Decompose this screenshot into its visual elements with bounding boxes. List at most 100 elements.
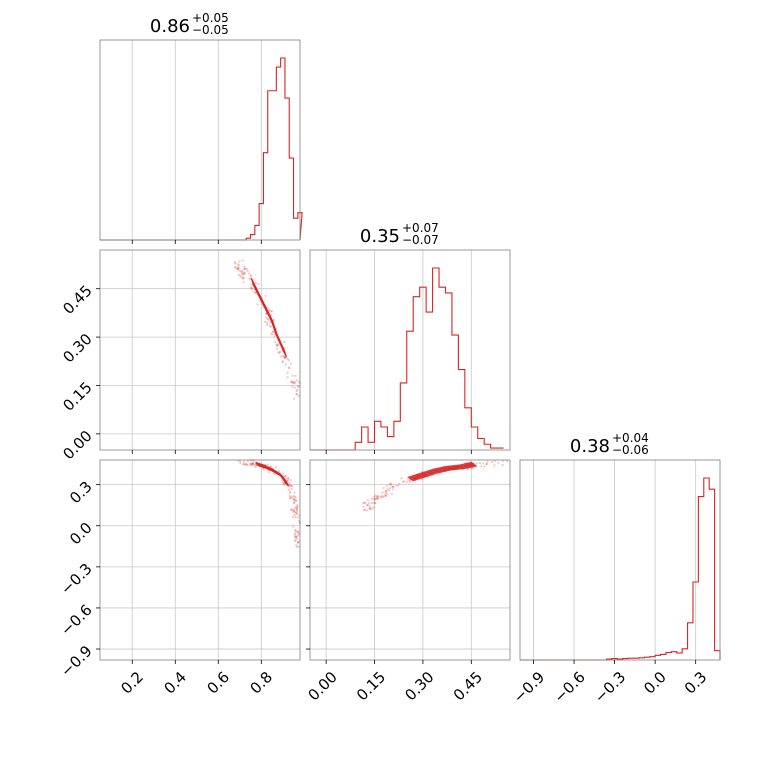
scatter-point	[246, 269, 249, 273]
scatter-point	[384, 494, 388, 497]
scatter-point	[249, 286, 253, 289]
scatter-point	[293, 491, 296, 494]
scatter-point	[286, 478, 290, 482]
y-tick-label: 0.30	[59, 330, 95, 366]
scatter-point	[241, 269, 244, 273]
scatter-point	[374, 497, 377, 501]
scatter-point	[283, 356, 286, 359]
scatter-point	[408, 481, 412, 484]
panel-frame	[99, 249, 301, 451]
scatter-point	[290, 487, 293, 490]
scatter-point	[242, 280, 245, 284]
scatter-point	[290, 385, 294, 388]
scatter-point	[367, 502, 371, 505]
x-tick-label: −0.6	[550, 668, 588, 706]
scatter-point	[374, 497, 377, 500]
scatter-point	[391, 485, 394, 488]
scatter-point	[287, 366, 290, 369]
scatter-point	[277, 351, 280, 354]
scatter-point	[297, 531, 300, 534]
scatter-point	[293, 498, 296, 501]
scatter-point	[296, 540, 299, 544]
scatter-point	[236, 266, 240, 269]
scatter-point	[292, 525, 295, 528]
scatter-point	[506, 460, 509, 463]
scatter-point	[291, 497, 294, 500]
scatter-point	[295, 537, 298, 540]
scatter-point	[249, 273, 253, 277]
scatter-point	[297, 519, 301, 523]
scatter-point	[480, 465, 483, 468]
scatter-point	[296, 505, 299, 508]
scatter-point	[276, 344, 280, 347]
scatter-point	[295, 530, 298, 533]
scatter-point	[478, 461, 482, 465]
scatter-point	[391, 487, 394, 491]
scatter-point	[242, 460, 246, 464]
scatter-point	[296, 541, 300, 544]
scatter-point	[297, 380, 300, 383]
scatter-point	[493, 460, 496, 463]
scatter-point	[297, 384, 300, 388]
title-median-1: 0.35	[360, 226, 400, 247]
scatter-point	[400, 477, 403, 480]
scatter-point	[384, 489, 387, 493]
x-tick-label: 0.00	[305, 668, 341, 704]
scatter-point	[281, 360, 284, 363]
scatter-point	[294, 511, 298, 514]
scatter-point	[382, 486, 385, 490]
scatter-point	[249, 464, 252, 467]
scatter-point	[481, 462, 485, 465]
scatter-point	[244, 267, 247, 271]
y-tick-label: 0.15	[59, 378, 95, 414]
scatter-point	[292, 382, 295, 385]
scatter-point	[294, 506, 297, 509]
scatter-point	[239, 270, 242, 273]
scatter-point	[295, 379, 298, 382]
scatter-point	[485, 463, 488, 466]
scatter-point	[501, 463, 504, 466]
x-tick-label: 0.30	[401, 668, 437, 704]
scatter-point	[295, 507, 298, 510]
x-tick-label: 0.6	[203, 668, 233, 698]
panel-frame	[99, 39, 301, 241]
scatter-point	[293, 495, 296, 498]
contour-line	[258, 465, 290, 487]
scatter-point	[288, 497, 291, 500]
scatter-point	[292, 510, 295, 513]
title-lower-2: −0.06	[612, 443, 649, 457]
scatter-point	[296, 516, 299, 519]
scatter-point	[297, 540, 300, 543]
scatter-point	[373, 501, 377, 505]
title-lower-0: −0.05	[192, 23, 229, 37]
scatter-point	[271, 333, 274, 336]
scatter-point	[295, 512, 298, 515]
hist-panel-2	[519, 459, 721, 664]
scatter-point	[293, 499, 296, 502]
scatter-point	[294, 529, 297, 533]
scatter-point	[296, 505, 299, 508]
scatter-point	[293, 508, 296, 511]
x-tick-label: 0.8	[246, 668, 276, 698]
scatter-point	[247, 272, 251, 275]
scatter-point	[371, 507, 374, 510]
scatter-point	[485, 462, 488, 465]
scatter-point	[392, 485, 395, 489]
scatter-point	[365, 503, 369, 507]
scatter-point	[241, 271, 244, 274]
scatter-point	[288, 490, 292, 493]
scatter-point	[281, 481, 284, 485]
scatter-panel-2-1	[306, 459, 511, 664]
scatter-point	[236, 267, 240, 270]
scatter-point	[388, 487, 391, 490]
scatter-point	[292, 498, 296, 501]
scatter-point	[382, 496, 385, 499]
scatter-point	[294, 499, 297, 502]
scatter-point	[234, 262, 237, 265]
hist-panel-1	[309, 249, 511, 454]
scatter-point	[283, 355, 286, 358]
scatter-point	[257, 282, 260, 286]
scatter-point	[375, 496, 378, 499]
scatter-point	[366, 503, 369, 507]
